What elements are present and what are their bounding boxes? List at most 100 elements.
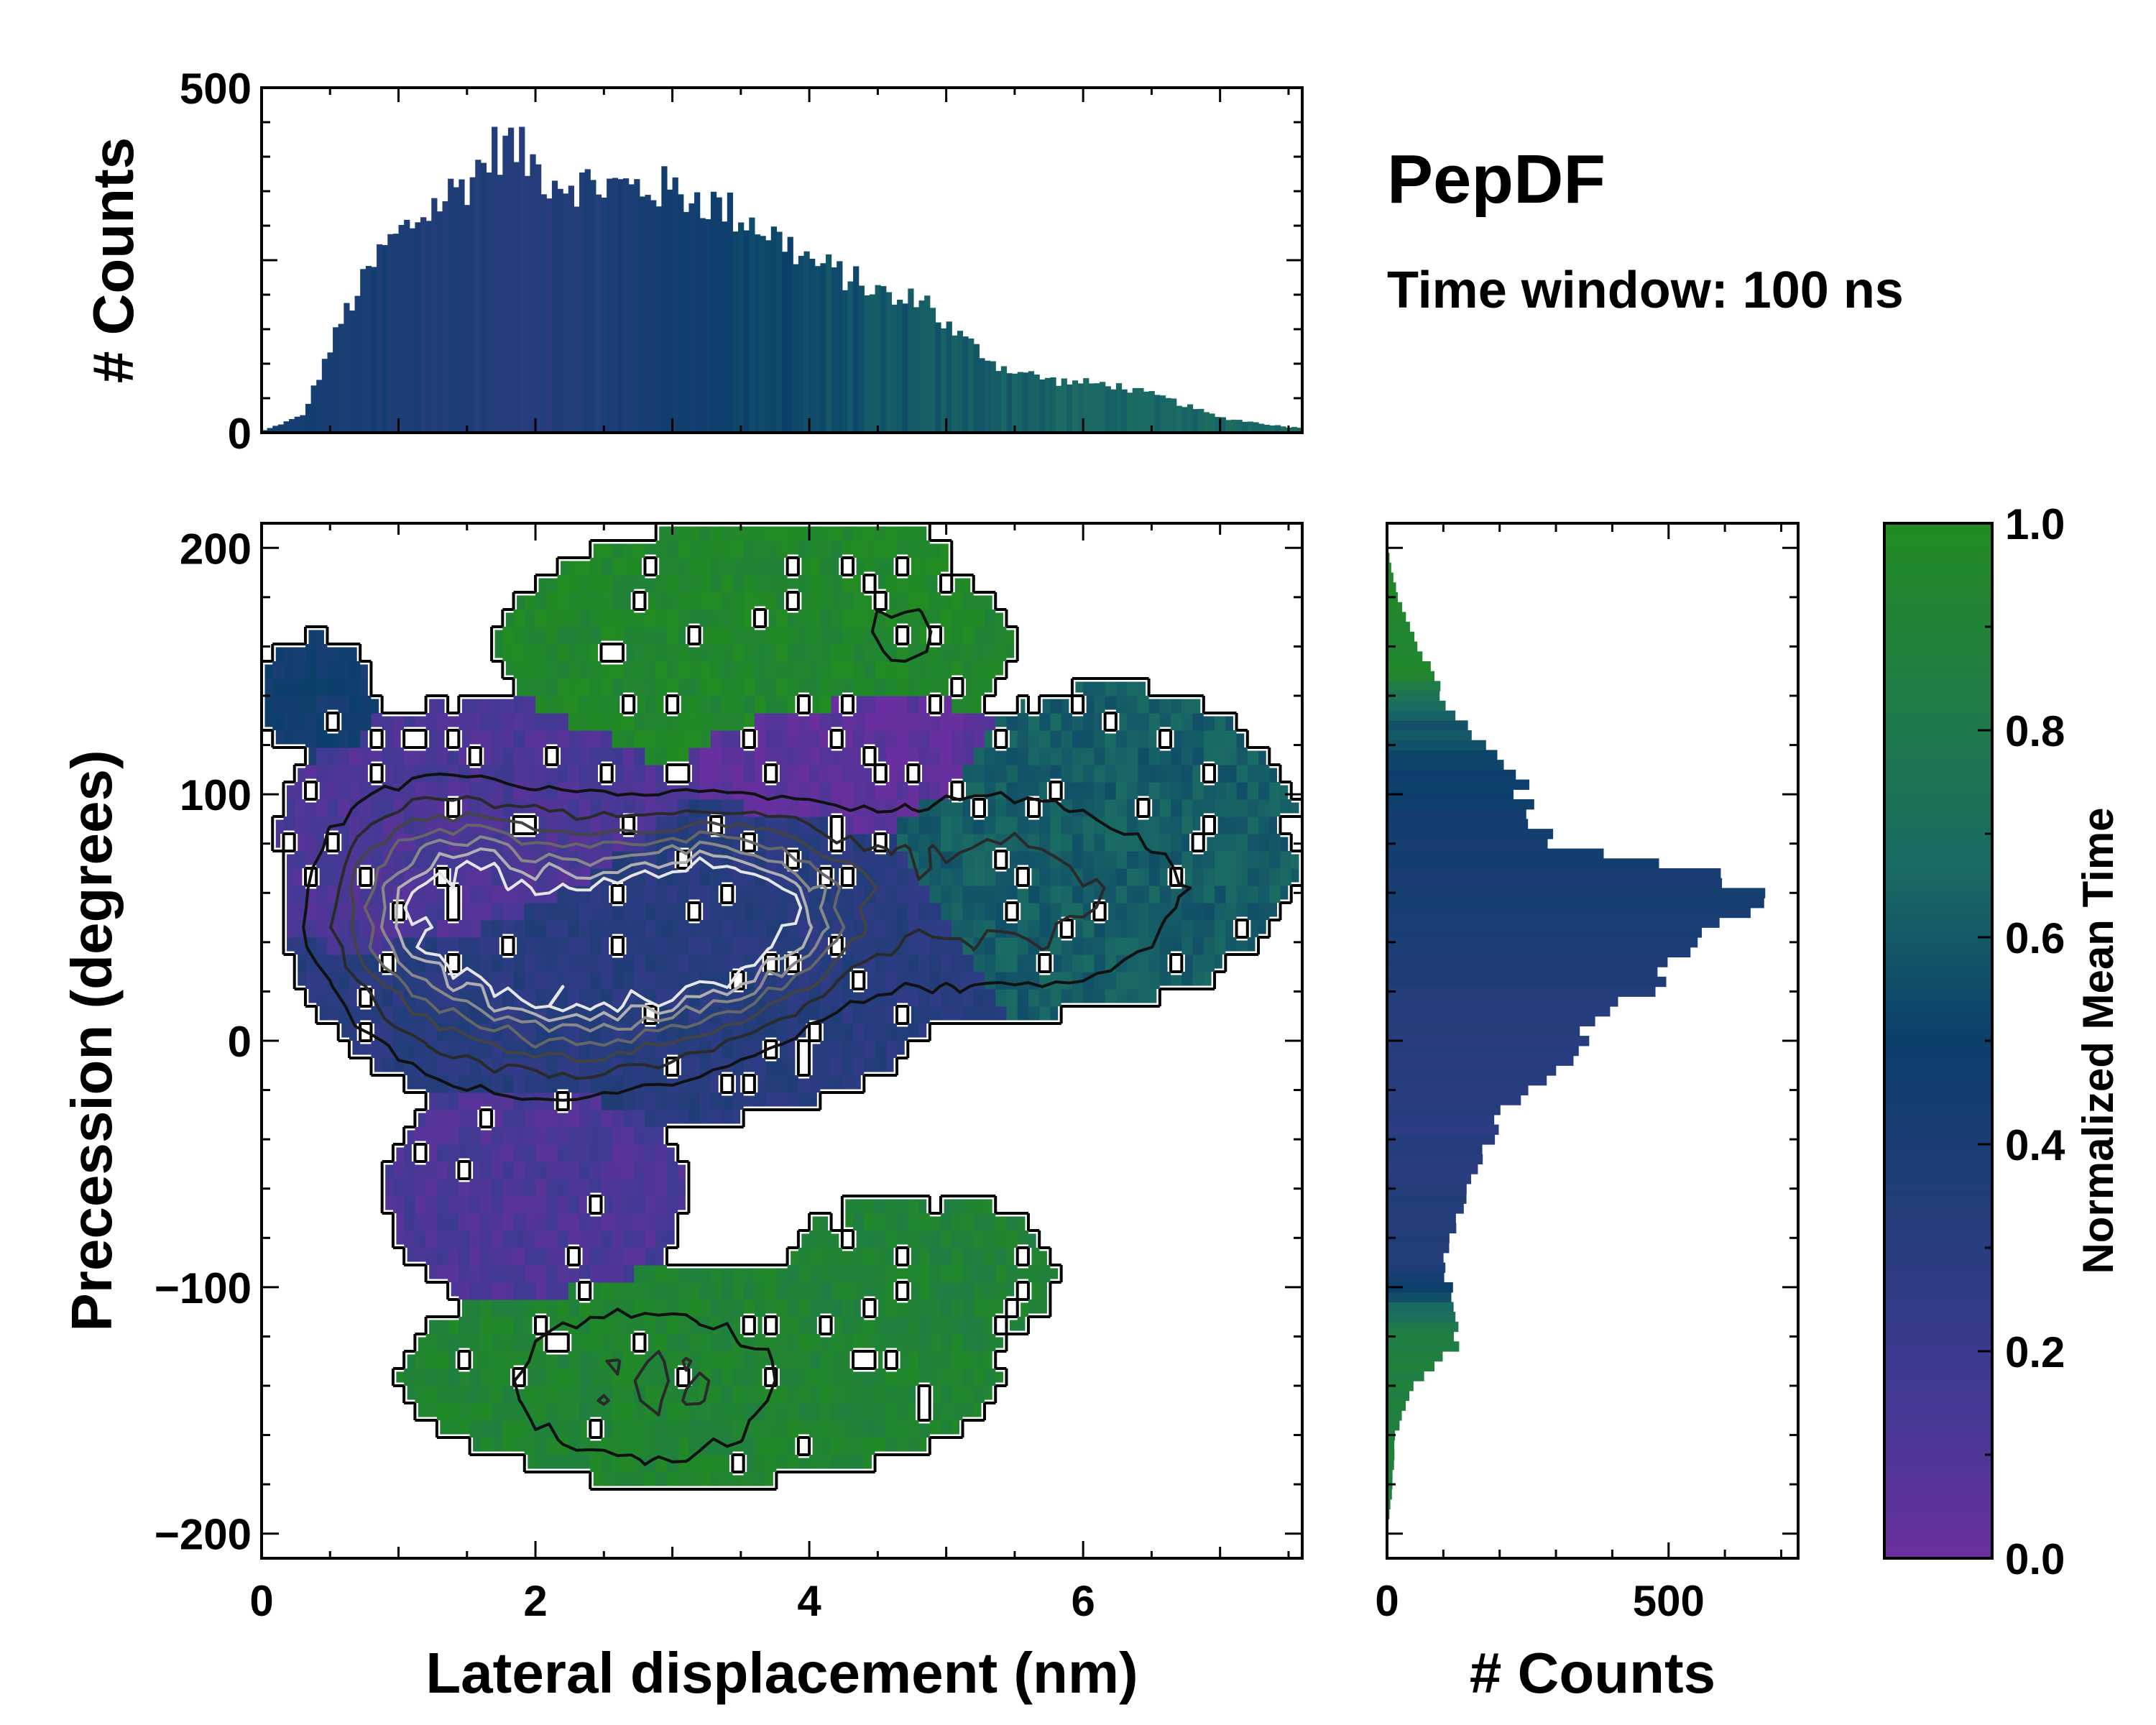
heatmap-cell — [546, 1196, 558, 1214]
heatmap-cell — [973, 851, 985, 869]
heatmap-cell — [732, 1282, 745, 1300]
heatmap-cell — [995, 972, 1008, 990]
heatmap-cell — [568, 834, 580, 852]
top-histogram-bar — [1105, 386, 1111, 433]
heatmap-cell — [655, 592, 668, 610]
heatmap-cell — [984, 1230, 996, 1248]
heatmap-cell — [590, 1058, 602, 1076]
heatmap-cell — [688, 937, 701, 955]
right-histogram-bar — [1387, 1302, 1454, 1312]
top-histogram-bar — [579, 172, 586, 433]
heatmap-cell — [316, 748, 328, 765]
heatmap-cell — [579, 713, 591, 731]
heatmap-cell — [688, 644, 701, 662]
heatmap-cell — [492, 834, 503, 852]
heatmap-cell — [1203, 920, 1215, 938]
heatmap-cell — [984, 972, 996, 990]
heatmap-cell — [634, 954, 646, 972]
heatmap-cell — [634, 713, 646, 731]
heatmap-cell — [897, 661, 908, 679]
heatmap-cell — [371, 1041, 383, 1059]
heatmap-cell — [995, 954, 1008, 972]
heatmap-cell — [831, 989, 843, 1007]
heatmap-cell — [480, 765, 492, 783]
heatmap-cell — [645, 627, 657, 645]
heatmap-cell — [941, 1386, 952, 1404]
heatmap-cell — [524, 644, 536, 662]
heatmap-cell — [765, 1282, 777, 1300]
heatmap-cell — [984, 989, 996, 1007]
heatmap-cell — [765, 678, 777, 696]
right-histogram-bar — [1387, 1114, 1495, 1126]
heatmap-cell — [666, 661, 678, 679]
heatmap-cell — [480, 1196, 492, 1214]
heatmap-cell — [590, 799, 602, 817]
heatmap-cell — [765, 799, 777, 817]
heatmap-cell — [952, 1282, 964, 1300]
heatmap-cell — [885, 1403, 898, 1421]
heatmap-cell — [305, 713, 317, 731]
top-histogram-bar — [699, 218, 706, 433]
heatmap-cell — [415, 1230, 427, 1248]
top-histogram-bar — [935, 322, 941, 433]
heatmap-cell — [327, 765, 339, 783]
heatmap-cell — [601, 540, 613, 558]
heatmap-cell — [732, 937, 745, 955]
heatmap-cell — [918, 575, 931, 593]
heatmap-cell — [973, 644, 985, 662]
heatmap-cell — [820, 661, 832, 679]
heatmap-cell — [798, 1317, 810, 1335]
heatmap-cell — [962, 920, 975, 938]
heatmap-cell — [776, 937, 788, 955]
heatmap-cell — [492, 1230, 503, 1248]
heatmap-cell — [1258, 782, 1270, 800]
heatmap-cell — [448, 920, 459, 938]
top-histogram-bar — [809, 259, 816, 433]
heatmap-cell — [743, 1368, 755, 1386]
heatmap-cell — [612, 1420, 624, 1438]
heatmap-cell — [634, 1058, 646, 1076]
heatmap-cell — [952, 954, 964, 972]
heatmap-cell — [513, 1265, 525, 1283]
top-histogram-bar — [1215, 417, 1221, 433]
heatmap-cell — [655, 954, 668, 972]
heatmap-cell — [973, 748, 985, 765]
heatmap-cell — [316, 799, 328, 817]
heatmap-cell — [634, 886, 646, 903]
heatmap-cell — [918, 1351, 931, 1369]
heatmap-cell — [448, 937, 459, 955]
heatmap-cell — [908, 937, 920, 955]
heatmap-cell — [699, 1092, 711, 1110]
heatmap-cell — [513, 903, 525, 921]
heatmap-cell — [952, 903, 964, 921]
heatmap-cell — [601, 1282, 613, 1300]
heatmap-cell — [568, 678, 580, 696]
heatmap-cell — [1148, 972, 1161, 990]
top-histogram-bar — [984, 360, 991, 433]
top-histogram-bar — [1017, 372, 1023, 433]
heatmap-cell — [929, 1265, 941, 1283]
heatmap-cell — [634, 1144, 646, 1162]
heatmap-cell — [1115, 799, 1128, 817]
heatmap-cell — [743, 1386, 755, 1404]
heatmap-cell — [392, 851, 405, 869]
heatmap-cell — [984, 1334, 996, 1352]
top-histogram-bar — [716, 197, 722, 433]
heatmap-cell — [984, 903, 996, 921]
heatmap-cell — [1225, 868, 1238, 886]
heatmap-cell — [1247, 834, 1259, 852]
heatmap-cell — [722, 713, 734, 731]
heatmap-cell — [360, 696, 372, 714]
heatmap-cell — [645, 1213, 657, 1231]
heatmap-cell — [710, 834, 722, 852]
heatmap-cell — [546, 920, 558, 938]
heatmap-cell — [710, 1351, 722, 1369]
top-histogram-bar — [913, 307, 920, 433]
heatmap-cell — [1105, 886, 1117, 903]
heatmap-cell — [645, 1265, 657, 1283]
heatmap-cell — [492, 1265, 503, 1283]
heatmap-cell — [655, 713, 668, 731]
heatmap-cell — [743, 661, 755, 679]
heatmap-cell — [283, 696, 295, 714]
heatmap-cell — [436, 1058, 448, 1076]
